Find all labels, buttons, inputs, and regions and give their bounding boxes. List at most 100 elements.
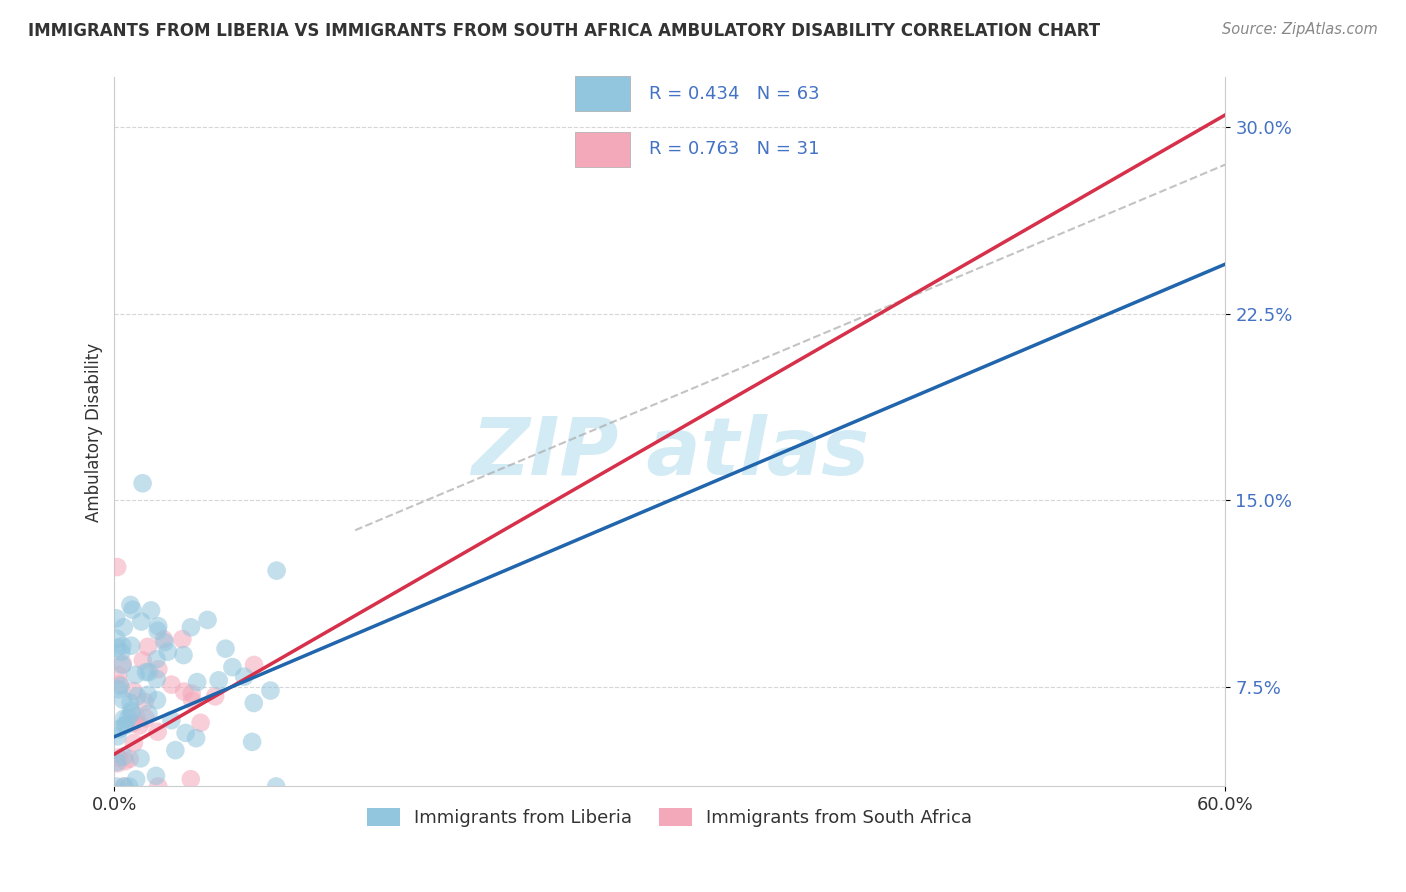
Point [105,640,128,655]
Text: Source: ZipAtlas.com: Source: ZipAtlas.com [1222,22,1378,37]
Point [243,658,266,673]
Point [136,640,159,654]
Point [156,645,179,659]
Point [152,632,174,647]
FancyBboxPatch shape [575,77,630,112]
Point [120,704,142,718]
Point [112,620,135,634]
Point [111,657,134,671]
Point [125,772,148,787]
Point [148,780,170,794]
Point [148,662,170,676]
Point [114,780,136,794]
Text: ZIP atlas: ZIP atlas [471,414,869,492]
Point [107,750,129,764]
Point [120,639,142,653]
Point [145,769,167,783]
Point [153,635,176,649]
Point [204,690,226,704]
Point [118,780,141,794]
Point [114,718,136,732]
Point [127,690,149,704]
Point [181,693,204,707]
Point [134,695,156,709]
Point [197,613,219,627]
Point [190,715,212,730]
Point [108,722,131,736]
Point [112,692,135,706]
Point [184,731,207,746]
Point [146,693,169,707]
Point [112,780,135,794]
Point [129,615,152,629]
Point [160,713,183,727]
Point [233,670,256,684]
Point [105,560,128,574]
Y-axis label: Ambulatory Disability: Ambulatory Disability [86,343,103,522]
Point [114,718,136,732]
Point [120,696,142,710]
Text: IMMIGRANTS FROM LIBERIA VS IMMIGRANTS FROM SOUTH AFRICA AMBULATORY DISABILITY CO: IMMIGRANTS FROM LIBERIA VS IMMIGRANTS FR… [28,22,1101,40]
Point [129,751,152,765]
Point [139,603,162,617]
Point [259,683,281,698]
Point [145,672,167,686]
Point [174,726,197,740]
Point [180,620,202,634]
Point [172,632,194,646]
Point [128,718,150,732]
Point [186,675,208,690]
Point [105,780,128,794]
Point [138,706,160,721]
Point [132,653,155,667]
Point [110,679,132,693]
FancyBboxPatch shape [575,132,630,167]
Point [111,639,134,653]
Point [240,735,263,749]
Point [112,712,135,726]
Point [108,677,131,691]
Point [173,684,195,698]
Point [122,736,145,750]
Point [105,755,128,769]
Point [173,648,195,662]
Point [107,730,129,744]
Point [135,665,157,679]
Point [121,716,143,731]
Point [208,673,231,688]
Point [110,645,132,659]
Point [266,564,288,578]
Point [135,711,157,725]
Point [242,696,264,710]
Point [136,688,159,702]
Point [145,652,167,666]
Point [114,754,136,768]
Point [112,749,135,764]
Point [180,687,202,701]
Point [180,772,202,787]
Point [122,684,145,698]
Point [125,709,148,723]
Point [131,476,153,491]
Point [118,752,141,766]
Point [105,632,128,646]
Point [148,619,170,633]
Point [138,665,160,679]
Point [120,598,142,612]
Legend: Immigrants from Liberia, Immigrants from South Africa: Immigrants from Liberia, Immigrants from… [360,800,980,834]
Point [146,724,169,739]
Point [121,706,143,721]
Point [111,658,134,673]
Text: R = 0.763   N = 31: R = 0.763 N = 31 [650,140,820,159]
Point [105,611,128,625]
Point [264,780,287,794]
Point [117,711,139,725]
Point [214,641,236,656]
Point [124,668,146,682]
Point [146,624,169,638]
Point [160,678,183,692]
Point [165,743,187,757]
Text: R = 0.434   N = 63: R = 0.434 N = 63 [650,85,820,103]
Point [107,668,129,682]
Point [107,682,129,697]
